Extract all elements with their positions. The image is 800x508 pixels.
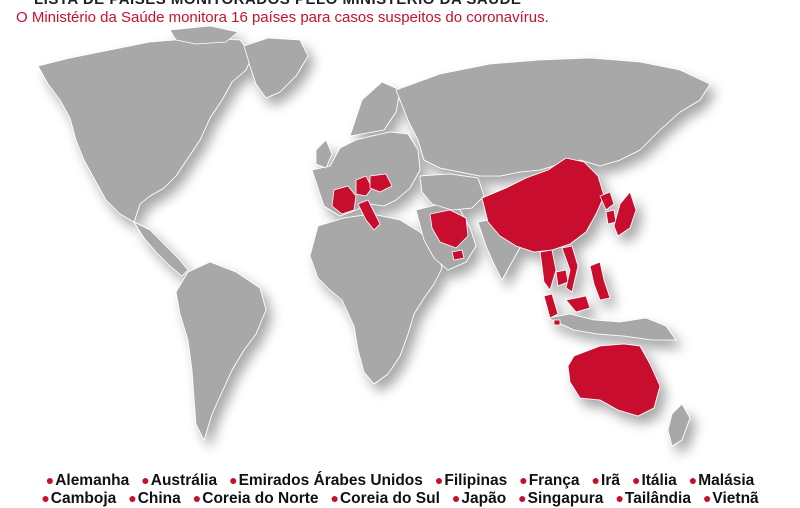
country-singapore	[553, 319, 561, 326]
legend-item: ●Emirados Árabes Unidos	[229, 472, 423, 490]
legend-label: Tailândia	[624, 490, 691, 507]
bullet-icon: ●	[229, 472, 238, 488]
legend-item: ●Austrália	[141, 472, 217, 490]
legend-label: Coreia do Norte	[202, 490, 319, 507]
region-uk	[315, 139, 333, 169]
country-italy	[357, 199, 381, 231]
bullet-icon: ●	[518, 490, 527, 506]
bullet-icon: ●	[702, 490, 712, 506]
bullet-icon: ●	[519, 472, 528, 488]
legend-row-2: ●Camboja ●China ●Coreia do Norte ●Coreia do…	[0, 490, 800, 508]
legend-label: Alemanha	[55, 472, 130, 489]
bullet-icon: ●	[41, 490, 50, 506]
legend-item: ●Irã	[592, 472, 620, 490]
bullet-icon: ●	[615, 490, 624, 506]
legend-item: ●Japão	[452, 490, 506, 508]
bullet-icon: ●	[141, 472, 150, 488]
country-cambodia	[555, 269, 569, 287]
legend-label: Emirados Árabes Unidos	[238, 472, 423, 489]
region-russia	[395, 57, 711, 177]
legend-item: ●Coreia do Sul	[331, 490, 440, 508]
region-south-america	[175, 261, 267, 441]
legend-item: ●Itália	[632, 472, 677, 490]
country-philippines	[589, 261, 611, 301]
legend-item: ●Filipinas	[435, 472, 507, 490]
legend-row-1: ●Alemanha ●Austrália ●Emirados Árabes Unid…	[0, 472, 800, 490]
legend-label: Camboja	[50, 490, 117, 507]
region-africa	[309, 213, 443, 385]
country-japan	[613, 191, 637, 237]
bullet-icon: ●	[631, 472, 641, 488]
bullet-icon: ●	[434, 472, 444, 488]
region-scandinavia	[349, 81, 401, 137]
country-uae	[451, 249, 465, 261]
legend-item: ●Singapura	[518, 490, 603, 508]
region-north-america	[37, 37, 253, 223]
legend-item: ●Tailândia	[615, 490, 691, 508]
country-south-korea	[605, 209, 617, 225]
country-china	[481, 157, 605, 253]
region-central-asia	[419, 173, 485, 211]
bullet-icon: ●	[330, 490, 339, 506]
bullet-icon: ●	[591, 472, 601, 488]
legend-label: Singapura	[527, 490, 604, 507]
legend-label: Malásia	[698, 472, 755, 489]
bullet-icon: ●	[45, 472, 55, 488]
legend-label: Vietnã	[712, 490, 759, 507]
country-malaysia	[543, 293, 591, 319]
legend-item: ●Vietnã	[703, 490, 759, 508]
bullet-icon: ●	[192, 490, 202, 506]
legend-label: Coreia do Sul	[339, 490, 440, 507]
bullet-icon: ●	[451, 490, 461, 506]
country-germany	[355, 175, 373, 197]
legend-item: ●China	[128, 490, 181, 508]
region-arctic-islands	[169, 25, 239, 45]
legend-item: ●Alemanha	[46, 472, 130, 490]
legend-item: ●França	[519, 472, 579, 490]
legend-label: França	[528, 472, 580, 489]
country-australia	[567, 343, 661, 417]
region-new-zealand	[667, 403, 691, 447]
legend-item: ●Malásia	[689, 472, 754, 490]
region-central-america	[133, 221, 189, 277]
bullet-icon: ●	[128, 490, 137, 506]
legend-label: Austrália	[150, 472, 218, 489]
legend-item: ●Coreia do Norte	[193, 490, 319, 508]
map-subtitle: O Ministério da Saúde monitora 16 países…	[16, 9, 549, 26]
country-vietnam	[561, 245, 579, 293]
legend-label: Itália	[641, 472, 677, 489]
legend-label: Irã	[601, 472, 620, 489]
country-poland-area	[369, 173, 393, 193]
legend-label: Japão	[461, 490, 507, 507]
map-title: LISTA DE PAÍSES MONITORADOS PELO MINISTÉ…	[34, 0, 521, 8]
region-greenland	[243, 37, 309, 99]
legend-label: China	[137, 490, 181, 507]
world-map	[37, 25, 711, 447]
country-france	[331, 185, 357, 215]
country-north-korea	[599, 191, 615, 211]
legend-item: ●Camboja	[41, 490, 116, 508]
legend-label: Filipinas	[444, 472, 508, 489]
region-indonesia	[547, 313, 677, 341]
country-iran	[429, 209, 469, 249]
country-thailand	[539, 249, 557, 291]
bullet-icon: ●	[688, 472, 698, 488]
